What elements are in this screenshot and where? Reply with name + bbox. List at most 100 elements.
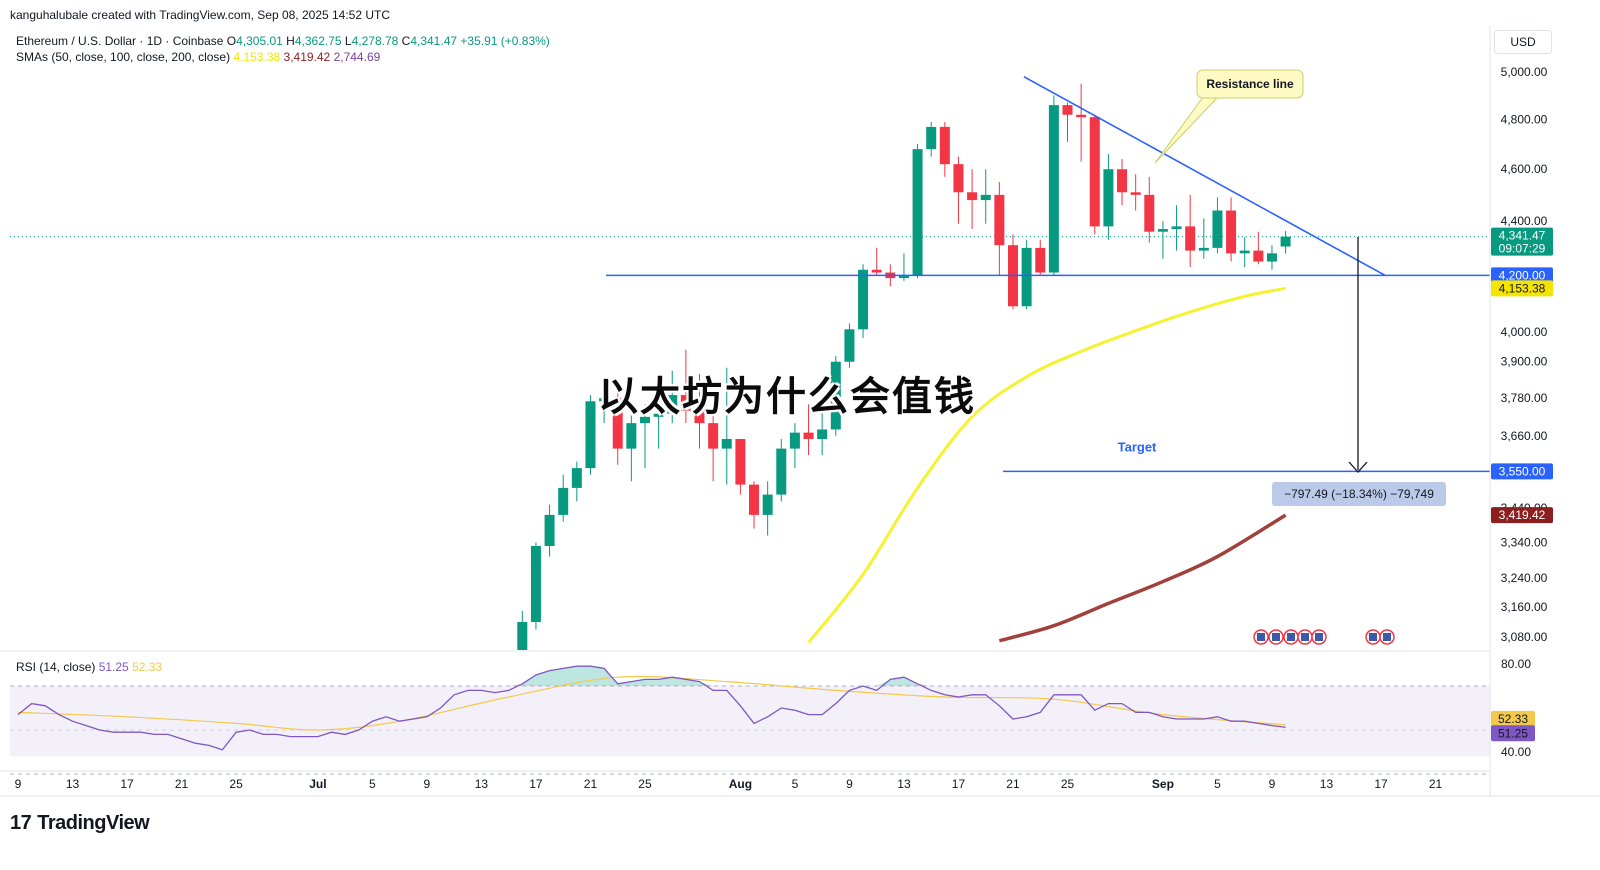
symbol-name[interactable]: Ethereum / U.S. Dollar · 1D · Coinbase [16,34,224,48]
rsi-overbought-fill [590,666,605,686]
candle [599,382,610,424]
x-axis-tick-label: 25 [229,777,243,791]
candle [749,481,760,529]
candle [639,404,650,469]
rsi-axis-label: 40.00 [1501,745,1531,759]
high-value: 4,362.75 [294,34,342,48]
currency-button[interactable]: USD [1494,30,1552,54]
rsi-label[interactable]: RSI (14, close) [16,660,96,674]
candle [789,423,800,469]
candle [612,392,623,465]
candle-body [1035,247,1046,273]
rsi-tag-label: 52.33 [1498,712,1528,726]
candle-body [1171,226,1182,230]
candle-body [708,423,719,449]
sma50-line [807,286,1286,644]
candle [762,481,773,536]
price-tag-label: 3,550.00 [1499,464,1546,478]
rsi-line [17,665,1286,751]
rsi-band [10,686,1490,757]
y-axis-tick-label: 4,600.00 [1501,162,1548,176]
close-value: 4,341.47 [410,34,458,48]
candle-body [571,468,582,488]
measure-label: −797.49 (−18.34%) −79,749 [1284,487,1434,501]
y-axis-tick-label: 3,660.00 [1501,429,1548,443]
rsi-overbought-fill [549,668,564,686]
sma-label[interactable]: SMAs (50, close, 100, close, 200, close) [16,50,231,64]
candle [1117,159,1128,206]
candle-body [967,192,978,201]
candle-body [1198,247,1209,251]
candle [858,264,869,339]
candle-body [1076,114,1087,118]
rsi-tag-box [1491,710,1535,727]
candle-body [776,448,787,495]
candle-body [1239,250,1250,254]
price-tag-countdown: 09:07:29 [1499,242,1546,256]
candle [817,407,828,456]
x-axis-tick-label: Sep [1152,777,1174,791]
y-axis-tick-label: 3,780.00 [1501,391,1548,405]
candle [517,610,528,650]
candle-body [1226,210,1237,254]
candle [1076,83,1087,162]
candle [571,461,582,502]
event-flag-icon [1297,629,1313,645]
tradingview-logo-icon: 17 [10,812,32,834]
candle [1007,234,1018,310]
event-flag-icon [1379,629,1395,645]
price-tag-label: 3,419.42 [1499,508,1546,522]
candle-body [680,395,691,411]
candle [558,474,569,522]
rsi-tag-label: 51.25 [1498,726,1528,740]
low-label: L [344,34,352,48]
event-flag-face [1383,633,1391,641]
candle [1253,231,1264,265]
candle [1239,237,1250,268]
candle-body [858,269,869,330]
candle-body [1021,247,1032,307]
candle [953,156,964,224]
candle-body [1253,250,1264,262]
measure-arrowhead [1348,461,1368,473]
x-axis-tick-label: 21 [584,777,598,791]
candle-body [1280,236,1291,247]
close-label: C [401,34,411,48]
candle [721,367,732,485]
candle [1171,205,1182,251]
y-axis-tick-label: 4,800.00 [1501,113,1548,127]
candle-body [803,432,814,439]
candle [1280,230,1291,254]
tradingview-brand[interactable]: 17 TradingView [10,812,150,835]
price-tag-box [1491,227,1553,256]
candle [939,122,950,177]
candle [667,370,678,424]
created-by-text: kanguhalubale created with TradingView.c… [10,8,391,22]
candle-body [517,621,528,650]
candle [980,169,991,224]
candle-body [871,269,882,273]
rsi-legend: RSI (14, close) 51.25 52.33 [16,660,162,674]
change-value: +35.91 (+0.83%) [460,34,550,48]
x-axis-tick-label: 21 [1006,777,1020,791]
candle-body [721,438,732,449]
resistance-callout-box [1196,69,1304,99]
candle [1089,114,1100,235]
candle-body [612,398,623,449]
candle-body [844,329,855,362]
candle [1157,221,1168,259]
sma-row: SMAs (50, close, 100, close, 200, close)… [16,49,550,65]
x-axis-tick-label: 13 [1320,777,1334,791]
candle [1212,197,1223,254]
x-axis-tick-label: 9 [1269,777,1276,791]
candle-body [530,545,541,622]
candle [1021,239,1032,310]
x-axis-tick-label: 9 [846,777,853,791]
resistance-line [1023,75,1386,277]
candle [530,542,541,630]
y-axis-tick-label: 3,900.00 [1501,355,1548,369]
candle-body [1130,192,1141,195]
candle-body [994,194,1005,246]
price-tag-box [1491,463,1553,480]
